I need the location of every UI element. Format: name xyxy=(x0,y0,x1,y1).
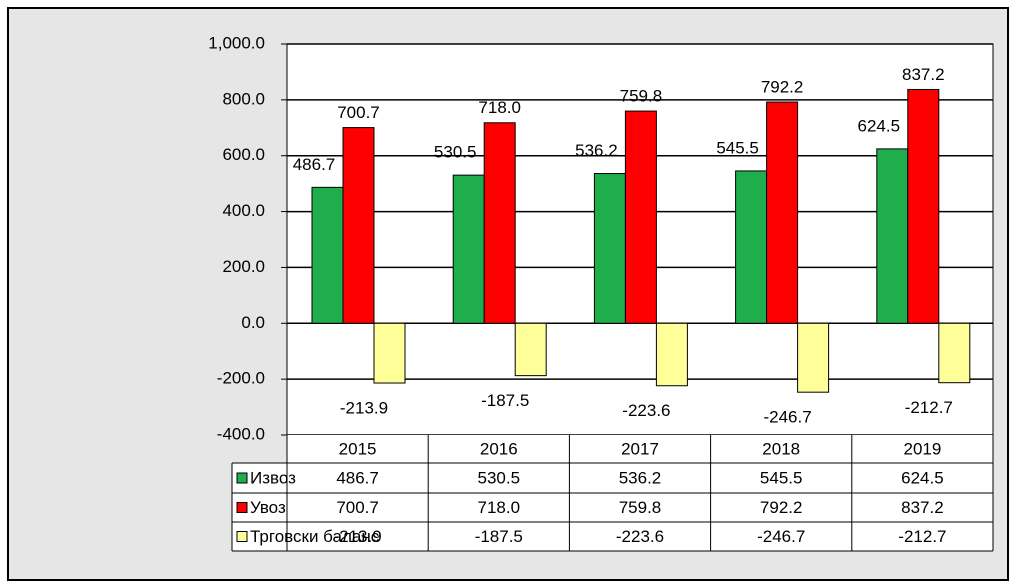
table-cell: 837.2 xyxy=(901,498,944,517)
table-cell: 624.5 xyxy=(901,468,944,487)
table-cell: 486.7 xyxy=(336,468,379,487)
y-tick-label: 600.0 xyxy=(222,145,265,164)
table-cell: 718.0 xyxy=(478,498,521,517)
bar xyxy=(311,186,344,324)
data-label: 530.5 xyxy=(434,143,477,162)
table-cell: 792.2 xyxy=(760,498,803,517)
data-label: 700.7 xyxy=(337,103,380,122)
legend-swatch xyxy=(236,502,248,513)
data-label: 545.5 xyxy=(716,138,759,157)
bar xyxy=(735,170,768,324)
y-tick-label: 400.0 xyxy=(222,201,265,220)
legend-label: Увоз xyxy=(250,498,286,517)
table-cell: -246.7 xyxy=(757,527,805,546)
bar xyxy=(373,322,406,384)
legend-swatch xyxy=(236,472,248,484)
table-cell: -213.9 xyxy=(333,527,381,546)
x-tick-label: 2019 xyxy=(903,439,941,458)
x-tick-label: 2017 xyxy=(621,439,659,458)
table-cell: -187.5 xyxy=(475,527,523,546)
legend-label: Трговски баланс xyxy=(250,527,380,546)
data-label: 624.5 xyxy=(858,116,901,135)
x-tick-label: 2018 xyxy=(762,439,800,458)
table-cell: 536.2 xyxy=(619,468,662,487)
table-cell: 530.5 xyxy=(478,468,521,487)
bar xyxy=(907,88,940,324)
bar xyxy=(624,110,657,324)
y-tick-label: -400.0 xyxy=(217,424,265,443)
x-tick-label: 2016 xyxy=(480,439,518,458)
bar xyxy=(483,122,516,324)
bar xyxy=(593,173,626,324)
legend-swatch xyxy=(236,531,248,542)
table-cell: -212.7 xyxy=(898,527,946,546)
bar xyxy=(514,322,547,377)
y-tick-label: 0.0 xyxy=(241,313,265,332)
data-label: -212.7 xyxy=(905,398,953,417)
data-label: -187.5 xyxy=(481,391,529,410)
bar xyxy=(797,322,830,393)
bar xyxy=(342,127,375,324)
bar xyxy=(655,322,688,387)
bar xyxy=(938,322,971,384)
table-body-bg xyxy=(232,463,993,551)
table-cell: -223.6 xyxy=(616,527,664,546)
y-tick-label: 800.0 xyxy=(222,89,265,108)
data-label: 837.2 xyxy=(902,65,945,84)
bar xyxy=(876,148,909,324)
data-label: 792.2 xyxy=(761,78,804,97)
bar xyxy=(766,101,799,324)
data-label: -223.6 xyxy=(622,401,670,420)
table-header-bg xyxy=(287,435,993,463)
y-tick-label: 1,000.0 xyxy=(208,33,265,52)
data-label: -213.9 xyxy=(340,399,388,418)
legend-label: Извоз xyxy=(250,468,296,487)
data-label: 718.0 xyxy=(478,98,521,117)
data-label: 759.8 xyxy=(620,87,663,106)
data-label: 536.2 xyxy=(575,141,618,160)
bar xyxy=(452,174,485,324)
x-tick-label: 2015 xyxy=(339,439,377,458)
table-cell: 759.8 xyxy=(619,498,662,517)
table-cell: 700.7 xyxy=(336,498,379,517)
table-cell: 545.5 xyxy=(760,468,803,487)
y-tick-label: -200.0 xyxy=(217,369,265,388)
data-label: 486.7 xyxy=(293,155,336,174)
y-tick-label: 200.0 xyxy=(222,257,265,276)
data-label: -246.7 xyxy=(763,408,811,427)
